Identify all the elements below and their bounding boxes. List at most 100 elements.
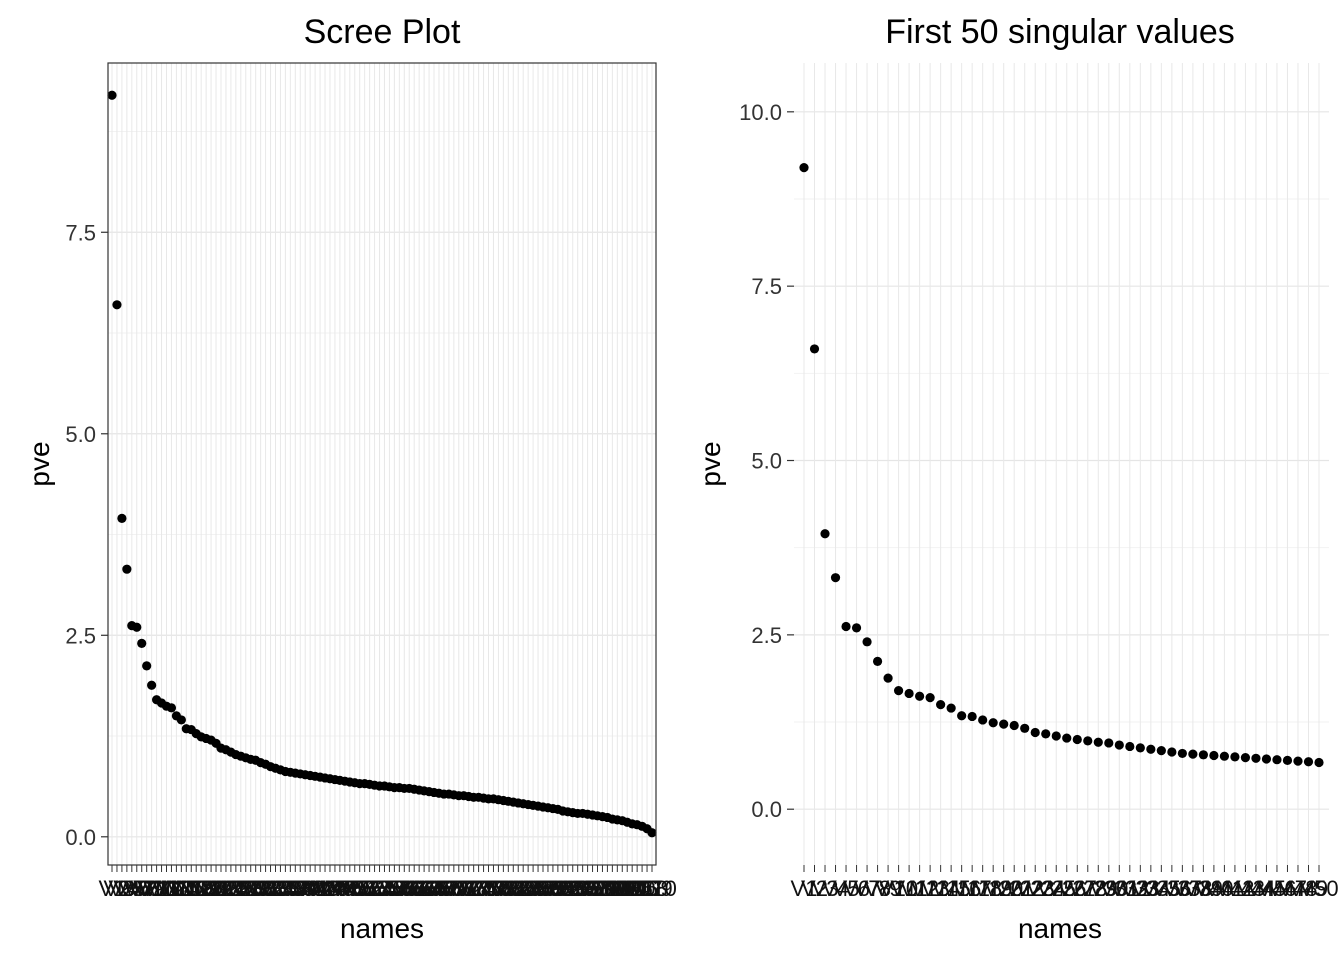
y-axis: 0.0 2.5 5.0 7.5: [65, 220, 108, 850]
x-tick-label: V85: [509, 876, 548, 901]
x-tick-label: V102: [587, 876, 638, 901]
x-tick-label: V13: [152, 876, 191, 901]
x-tick-label: V2: [801, 876, 828, 901]
y-tick-label: 2.5: [751, 623, 782, 648]
x-tick-label: V5: [833, 876, 860, 901]
x-tick-label: V94: [553, 876, 592, 901]
y-tick-label: 5.0: [65, 422, 96, 447]
data-point: [1230, 752, 1240, 762]
plot-area: [794, 63, 1329, 865]
x-tick-label: V4: [113, 876, 140, 901]
y-tick-label: 0.0: [65, 825, 96, 850]
data-point: [1030, 727, 1040, 738]
y-axis: 0.0 2.5 5.0 7.5 10.0: [739, 100, 794, 822]
x-tick-label: V88: [523, 876, 562, 901]
x-tick-label: V45: [310, 876, 349, 901]
x-tick-label: V100: [577, 876, 628, 901]
x-tick-label: V44: [1236, 876, 1275, 901]
x-tick-label: V39: [1184, 876, 1223, 901]
data-point: [851, 623, 862, 633]
x-tick-label: V87: [518, 876, 557, 901]
x-tick-label: V6: [123, 876, 150, 901]
data-point: [142, 661, 152, 671]
x-tick-label: V36: [1152, 876, 1191, 901]
x-tick-label: V4: [822, 876, 849, 901]
x-tick-label: V108: [616, 876, 667, 901]
x-tick-label: V42: [1215, 876, 1254, 901]
x-tick-label: V80: [484, 876, 523, 901]
x-tick-label: V110: [627, 876, 677, 901]
data-point: [1282, 755, 1293, 765]
y-tick-label: 7.5: [65, 220, 96, 245]
y-tick-label: 2.5: [65, 623, 96, 648]
data-point: [893, 686, 904, 696]
x-tick-label: V17: [172, 876, 211, 901]
x-tick-label: V7: [128, 876, 155, 901]
data-point: [117, 513, 127, 524]
x-tick-label: V81: [489, 876, 528, 901]
x-tick-label: V73: [449, 876, 488, 901]
x-tick-label: V32: [246, 876, 285, 901]
x-tick-label: V49: [1289, 876, 1328, 901]
data-point: [1114, 740, 1124, 750]
x-tick-label: V101: [582, 876, 633, 901]
x-tick-label: V15: [932, 876, 971, 901]
x-axis: V1V2V3V4V5V6V7V8V9V10V11V12V13V14V15V16V…: [791, 865, 1339, 901]
x-tick-label: V96: [563, 876, 602, 901]
data-point: [147, 680, 157, 690]
x-tick-label: V83: [499, 876, 538, 901]
x-tick-label: V34: [1131, 876, 1170, 901]
x-axis: V1V2V3V4V5V6V7V8V9V10V11V12V13V14V15V16V…: [99, 865, 677, 901]
x-tick-label: V51: [340, 876, 379, 901]
x-tick-label: V93: [548, 876, 587, 901]
data-point: [137, 638, 147, 648]
data-point: [1104, 738, 1114, 748]
x-tick-label: V72: [444, 876, 483, 901]
x-tick-label: V30: [236, 876, 275, 901]
x-tick-label: V63: [400, 876, 439, 901]
x-tick-label: V36: [266, 876, 305, 901]
x-tick-label: V57: [370, 876, 409, 901]
x-tick-label: V20: [984, 876, 1023, 901]
x-tick-label: V34: [256, 876, 295, 901]
x-tick-label: V1: [791, 876, 818, 901]
data-point: [830, 573, 841, 583]
data-point: [1293, 756, 1303, 766]
x-tick-label: V33: [1121, 876, 1160, 901]
x-tick-label: V103: [592, 876, 643, 901]
x-tick-label: V42: [296, 876, 335, 901]
x-tick-label: V32: [1110, 876, 1149, 901]
x-tick-label: V21: [995, 876, 1034, 901]
x-tick-label: V33: [251, 876, 290, 901]
data-point: [978, 715, 988, 725]
x-tick-label: V59: [380, 876, 419, 901]
grid: [794, 63, 1329, 865]
x-tick-label: V25: [211, 876, 250, 901]
x-tick-label: V77: [469, 876, 508, 901]
x-tick-label: V65: [409, 876, 448, 901]
data-point: [872, 656, 883, 666]
x-tick-label: V52: [345, 876, 384, 901]
x-tick-label: V24: [1026, 876, 1065, 901]
x-tick-label: V78: [474, 876, 513, 901]
data-point: [904, 688, 914, 699]
x-tick-label: V70: [434, 876, 473, 901]
x-tick-label: V27: [1058, 876, 1097, 901]
data-point: [107, 90, 117, 100]
x-tick-label: V29: [231, 876, 270, 901]
x-tick-label: V16: [942, 876, 981, 901]
y-tick-label: 0.0: [751, 797, 782, 822]
x-tick-label: V76: [464, 876, 503, 901]
x-tick-label: V45: [1247, 876, 1286, 901]
x-tick-label: V20: [187, 876, 226, 901]
x-tick-label: V18: [963, 876, 1002, 901]
x-tick-label: V58: [375, 876, 414, 901]
data-point: [820, 529, 830, 539]
x-tick-label: V95: [558, 876, 597, 901]
x-tick-label: V18: [177, 876, 216, 901]
x-tick-label: V7: [854, 876, 881, 901]
data-point: [1209, 750, 1219, 761]
x-tick-label: V26: [216, 876, 255, 901]
data-point: [176, 715, 186, 725]
x-tick-label: V68: [424, 876, 463, 901]
